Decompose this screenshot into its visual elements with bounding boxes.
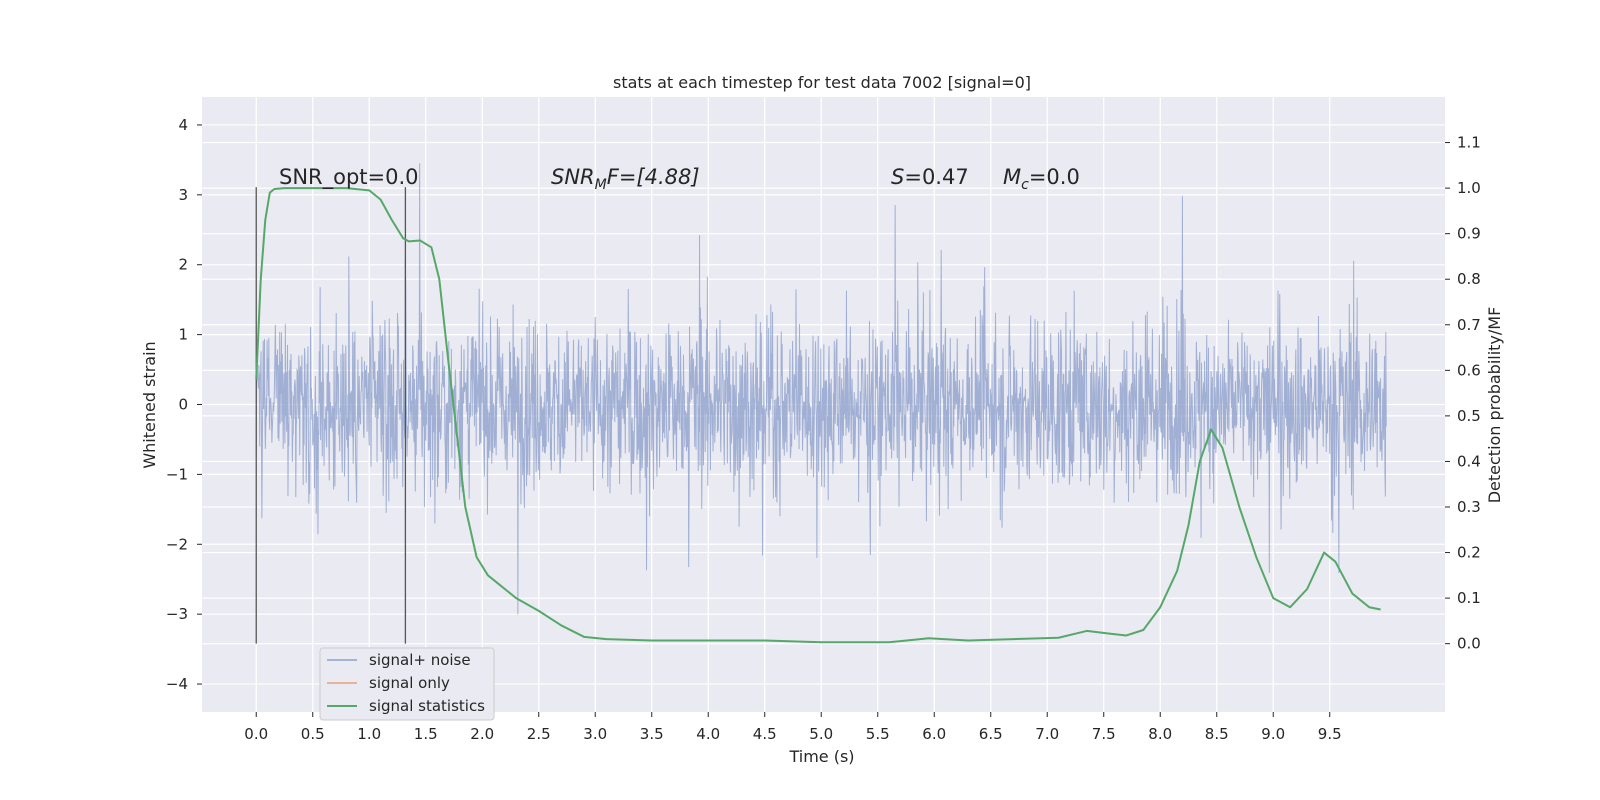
y2-axis-ticks: 1.1 1.0 0.9 0.8 0.7 0.6 0.5 0.4 0.3 0.2 0.1 0.0 xyxy=(1445,134,1481,653)
y-tick-label: 3 xyxy=(178,186,188,204)
legend-box xyxy=(319,647,495,721)
legend-label-signal-only: signal only xyxy=(369,674,450,692)
vertical-markers xyxy=(255,187,407,644)
chart-title: stats at each timestep for test data 700… xyxy=(613,73,1031,92)
y-axis-ticks: 4 3 2 1 0 −1 −2 −3 −4 xyxy=(166,116,202,693)
x-tick-label: 4.5 xyxy=(753,725,777,743)
noise-trace xyxy=(255,163,1387,615)
y-axis-label: Whitened strain xyxy=(140,341,159,468)
y2-tick-label: 0.6 xyxy=(1457,361,1481,379)
y2-tick-label: 0.8 xyxy=(1457,270,1481,288)
x-tick-label: 7.0 xyxy=(1035,725,1059,743)
x-tick-label: 8.5 xyxy=(1205,725,1229,743)
legend: signal+ noise signal only signal statist… xyxy=(319,647,495,721)
x-tick-label: 4.0 xyxy=(696,725,720,743)
s-label: S xyxy=(891,165,904,189)
x-tick-label: 3.0 xyxy=(583,725,607,743)
y2-tick-label: 0.2 xyxy=(1457,544,1481,562)
y-tick-label: 0 xyxy=(178,396,188,414)
y2-tick-label: 0.5 xyxy=(1457,407,1481,425)
y-tick-label: −1 xyxy=(166,465,188,483)
annotation-mc: Mc=0.0 xyxy=(1003,165,1080,193)
x-tick-label: 9.0 xyxy=(1261,725,1285,743)
mc-subscript: c xyxy=(1021,177,1029,193)
x-axis-label: Time (s) xyxy=(788,747,854,766)
annotation-s: S=0.47 xyxy=(891,165,969,189)
snr-mf-subscript: M xyxy=(595,177,607,193)
y-tick-label: 4 xyxy=(178,116,188,134)
mc-label: M xyxy=(1003,165,1021,189)
s-value: =0.47 xyxy=(904,165,968,189)
y-tick-label: −4 xyxy=(166,675,188,693)
x-tick-label: 1.0 xyxy=(357,725,381,743)
annotation-snr-mf: SNRMF=[4.88] xyxy=(551,165,700,193)
x-tick-label: 6.0 xyxy=(922,725,946,743)
y2-tick-label: 0.1 xyxy=(1457,589,1481,607)
y2-tick-label: 1.1 xyxy=(1457,134,1481,152)
snr-mf-rest: F=[4.88] xyxy=(607,165,700,189)
y2-tick-label: 1.0 xyxy=(1457,179,1481,197)
statistics-line xyxy=(255,187,1381,644)
x-axis-ticks: 0.0 0.5 1.0 1.5 2.0 2.5 3.0 3.5 4.0 4.5 5.0 5.5 6.0 6… xyxy=(244,712,1342,743)
y-tick-label: 2 xyxy=(178,256,188,274)
x-tick-label: 8.0 xyxy=(1148,725,1172,743)
snr-mf-label: SNR xyxy=(551,165,595,189)
x-tick-label: 5.5 xyxy=(866,725,890,743)
annotation-snr-opt: SNR_opt=0.0 xyxy=(279,165,419,190)
y-tick-label: 1 xyxy=(178,326,188,344)
y2-axis-label: Detection probability/MF xyxy=(1485,307,1504,504)
x-tick-label: 0.0 xyxy=(244,725,268,743)
x-tick-label: 7.5 xyxy=(1092,725,1116,743)
series-signal-statistics xyxy=(255,187,1381,644)
x-tick-label: 0.5 xyxy=(301,725,325,743)
x-tick-label: 6.5 xyxy=(979,725,1003,743)
x-tick-label: 5.0 xyxy=(809,725,833,743)
y2-tick-label: 0.7 xyxy=(1457,316,1481,334)
x-tick-label: 2.5 xyxy=(527,725,551,743)
series-signal-noise xyxy=(255,163,1387,615)
legend-label-signal-statistics: signal statistics xyxy=(369,697,485,715)
y-tick-label: −3 xyxy=(166,605,188,623)
x-tick-label: 2.0 xyxy=(470,725,494,743)
y2-tick-label: 0.3 xyxy=(1457,498,1481,516)
y2-tick-label: 0.0 xyxy=(1457,635,1481,653)
x-tick-label: 1.5 xyxy=(414,725,438,743)
x-tick-label: 3.5 xyxy=(640,725,664,743)
y2-tick-label: 0.4 xyxy=(1457,452,1481,470)
mc-value: =0.0 xyxy=(1029,165,1080,189)
y-tick-label: −2 xyxy=(166,535,188,553)
x-tick-label: 9.5 xyxy=(1318,725,1342,743)
legend-label-signal-noise: signal+ noise xyxy=(369,651,471,669)
y2-tick-label: 0.9 xyxy=(1457,225,1481,243)
